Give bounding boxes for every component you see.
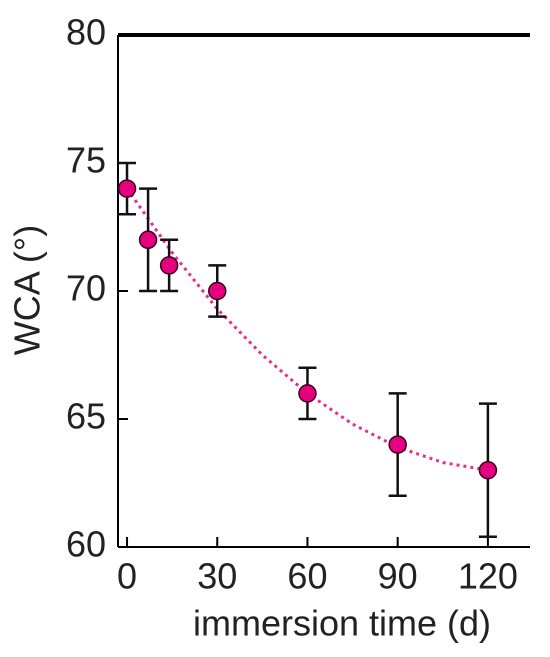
fit-line xyxy=(125,187,489,472)
data-point xyxy=(478,460,498,480)
data-point xyxy=(207,281,227,301)
x-tick-label: 60 xyxy=(287,556,327,597)
x-tick-label: 120 xyxy=(458,556,518,597)
x-axis-label: immersion time (d) xyxy=(193,603,491,644)
data-point xyxy=(117,179,137,198)
y-axis-label: WCA (°) xyxy=(7,225,48,355)
data-point xyxy=(138,230,158,250)
y-tick-label: 70 xyxy=(66,268,106,309)
y-tick-label: 65 xyxy=(66,396,106,437)
y-tick-label: 60 xyxy=(66,524,106,565)
data-point xyxy=(159,256,179,275)
x-tick-label: 0 xyxy=(117,556,137,597)
y-tick-label: 80 xyxy=(66,12,106,53)
data-point xyxy=(298,384,317,403)
data-point xyxy=(388,435,407,454)
y-tick-label: 75 xyxy=(66,140,106,181)
x-tick-label: 30 xyxy=(197,556,237,597)
x-tick-label: 90 xyxy=(378,556,418,597)
